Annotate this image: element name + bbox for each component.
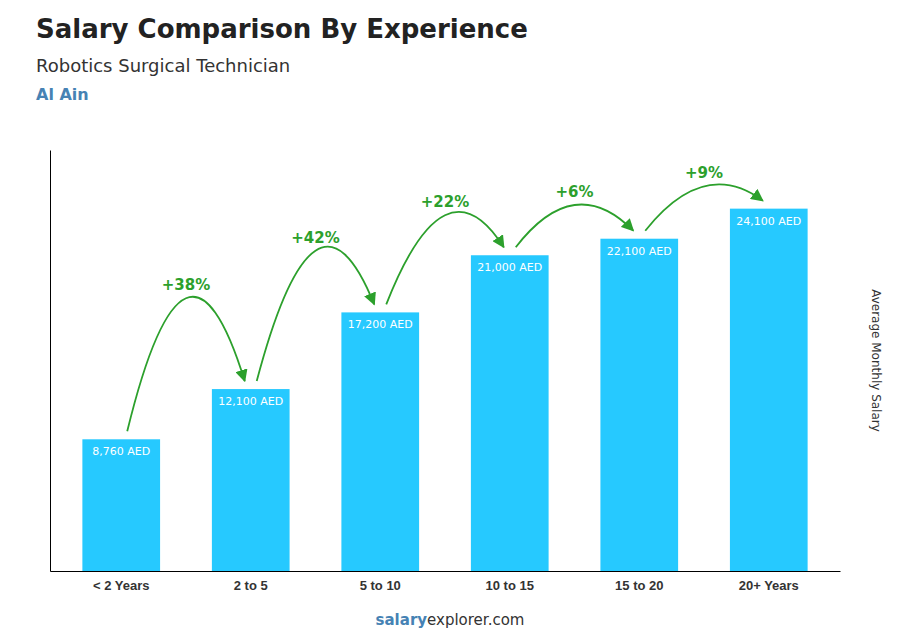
y-axis-line [50, 151, 51, 572]
bar [341, 312, 419, 571]
x-tick-label: 2 to 5 [234, 578, 268, 593]
x-tick-label: 15 to 20 [615, 578, 663, 593]
y-axis-title: Average Monthly Salary [869, 289, 883, 432]
footer-part: explorer.com [427, 611, 524, 629]
value-label: 24,100 AED [736, 215, 801, 228]
bar [600, 239, 678, 571]
value-label: 17,200 AED [348, 318, 413, 331]
bar [730, 209, 808, 571]
x-tick-label: 20+ Years [739, 578, 799, 593]
change-label: +9% [685, 164, 723, 182]
value-label: 22,100 AED [607, 245, 672, 258]
plot: < 2 Years 2 to 5 5 to 10 10 to 15 15 to 20 20… [51, 151, 841, 594]
value-label: 12,100 AED [218, 395, 283, 408]
x-axis: < 2 Years 2 to 5 5 to 10 10 to 15 15 to 20 20… [51, 571, 841, 593]
value-label: 21,000 AED [477, 261, 542, 274]
footer: salaryexplorer.com [376, 611, 525, 629]
x-tick-label: 5 to 10 [360, 578, 401, 593]
y-axis [50, 151, 51, 572]
change-arrow [127, 297, 245, 432]
x-axis-line [51, 571, 841, 572]
x-tick: 10 to 15 [486, 571, 534, 593]
x-tick: 5 to 10 [360, 571, 401, 593]
change-label: +42% [291, 229, 339, 247]
footer-part: salary [376, 611, 428, 629]
x-tick: 2 to 5 [234, 571, 268, 593]
change-arrow [386, 212, 504, 304]
bars [82, 209, 807, 571]
bar [471, 255, 549, 571]
change-label: +6% [555, 183, 593, 201]
change-label: +22% [421, 193, 469, 211]
location: Al Ain [36, 85, 89, 104]
x-tick: < 2 Years [93, 571, 150, 593]
x-tick-label: < 2 Years [93, 578, 150, 593]
x-tick: 20+ Years [739, 571, 799, 593]
value-label: 8,760 AED [92, 445, 150, 458]
value-labels: 8,760 AED 12,100 AED 17,200 AED 21,000 AED 2… [92, 215, 801, 459]
change-annotations: +38% +42% +22% +6% +9% [127, 164, 763, 431]
chart: Salary Comparison By Experience Robotics … [0, 0, 900, 641]
subtitle: Robotics Surgical Technician [36, 55, 290, 76]
bar [212, 389, 290, 571]
change-label: +38% [162, 276, 210, 294]
title: Salary Comparison By Experience [36, 14, 528, 44]
change-arrow [516, 204, 634, 247]
x-tick-label: 10 to 15 [486, 578, 534, 593]
change-arrow [257, 247, 375, 381]
change-arrow [645, 184, 763, 230]
x-tick: 15 to 20 [615, 571, 663, 593]
bar [82, 439, 160, 571]
